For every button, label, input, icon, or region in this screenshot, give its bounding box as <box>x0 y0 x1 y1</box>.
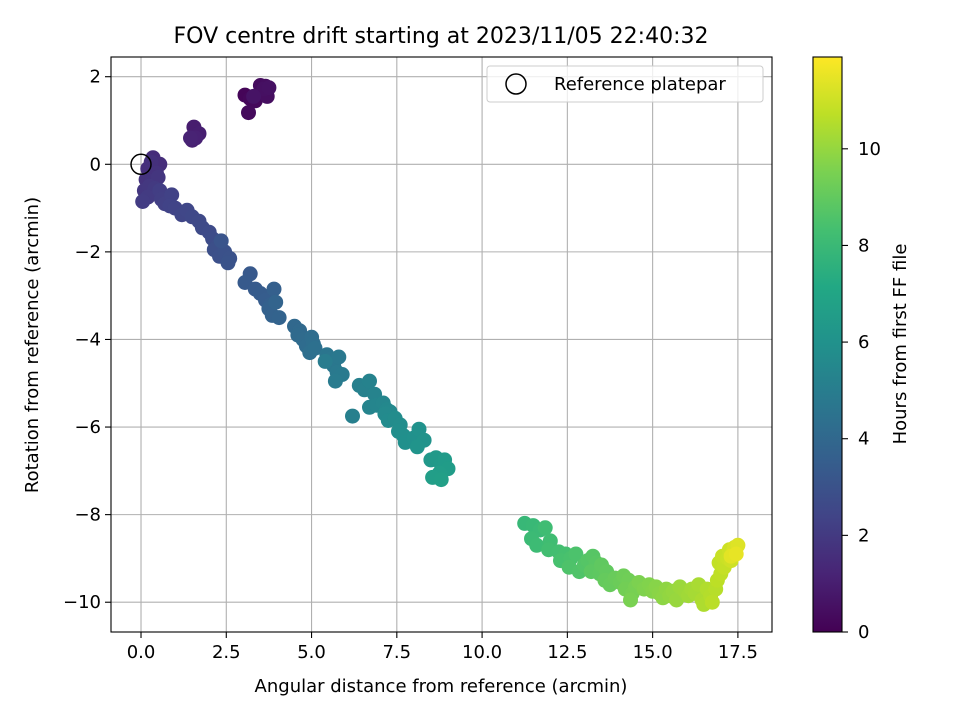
chart-title: FOV centre drift starting at 2023/11/05 … <box>174 24 709 49</box>
x-tick-label: 2.5 <box>212 642 241 663</box>
data-point <box>261 80 277 96</box>
colorbar-tick-label: 6 <box>858 332 869 353</box>
x-axis-label: Angular distance from reference (arcmin) <box>255 676 628 697</box>
data-point <box>623 592 638 608</box>
colorbar-label: Hours from first FF file <box>890 244 911 445</box>
data-point <box>271 310 287 326</box>
data-point <box>266 281 282 297</box>
y-axis-ticks: 2 0 −2 −4 −6 −8 −10 <box>63 67 111 613</box>
y-tick-label: −4 <box>74 329 101 350</box>
y-tick-label: −2 <box>74 242 101 263</box>
data-point <box>213 233 229 249</box>
data-point <box>537 520 553 536</box>
colorbar-ticks: 0 2 4 6 8 10 <box>842 139 881 643</box>
colorbar-tick-label: 4 <box>858 429 869 450</box>
colorbar-gradient <box>812 56 843 633</box>
data-point <box>241 105 256 121</box>
y-tick-label: 0 <box>90 154 101 175</box>
data-point <box>704 594 720 610</box>
data-point <box>568 546 584 562</box>
x-tick-label: 0.0 <box>127 642 156 663</box>
data-point <box>327 373 343 389</box>
data-point <box>529 537 545 553</box>
grid <box>111 57 772 632</box>
x-tick-label: 12.5 <box>547 642 587 663</box>
data-point <box>135 194 151 209</box>
legend-marker-open-circle <box>505 73 527 95</box>
colorbar-tick-label: 10 <box>858 139 881 160</box>
data-point <box>268 294 284 310</box>
data-point <box>317 353 333 369</box>
x-tick-label: 17.5 <box>718 642 758 663</box>
data-point <box>183 130 198 146</box>
legend-label: Reference platepar <box>554 74 726 95</box>
y-tick-label: −10 <box>63 592 101 613</box>
scatter-points <box>135 78 746 612</box>
legend: Reference platepar <box>486 65 764 103</box>
x-tick-label: 10.0 <box>462 642 502 663</box>
plot-frame <box>110 56 773 633</box>
colorbar-tick-label: 2 <box>858 525 869 546</box>
colorbar: 0 2 4 6 8 10 Hours from first FF file <box>812 56 911 643</box>
y-tick-label: −6 <box>74 417 101 438</box>
x-axis-ticks: 0.0 2.5 5.0 7.5 10.0 12.5 15.0 17.5 <box>127 632 758 663</box>
reference-platepar-marker <box>130 153 152 176</box>
data-point <box>409 439 425 455</box>
data-point <box>164 187 180 203</box>
legend-box <box>486 65 764 103</box>
data-point <box>307 340 323 356</box>
data-point <box>728 546 744 562</box>
x-tick-label: 15.0 <box>633 642 673 663</box>
data-point <box>246 88 262 104</box>
x-tick-label: 5.0 <box>297 642 326 663</box>
data-point <box>345 408 360 424</box>
colorbar-tick-label: 0 <box>858 622 869 643</box>
y-tick-label: −8 <box>74 505 101 526</box>
data-point <box>220 255 236 271</box>
data-point <box>433 472 449 488</box>
data-point <box>331 349 347 365</box>
y-tick-label: 2 <box>90 67 101 88</box>
y-axis-label: Rotation from reference (arcmin) <box>22 197 43 493</box>
colorbar-tick-label: 8 <box>858 235 869 256</box>
x-tick-label: 7.5 <box>382 642 411 663</box>
data-point <box>362 373 377 389</box>
